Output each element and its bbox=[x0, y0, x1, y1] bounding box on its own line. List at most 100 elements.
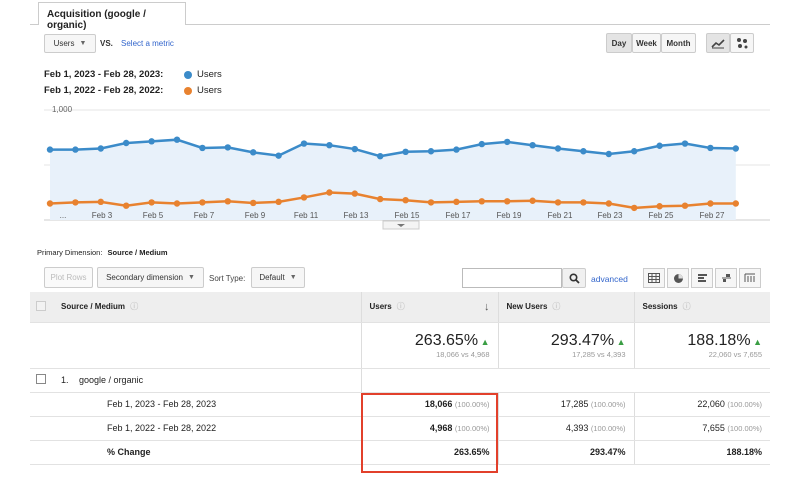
summary-pct: 188.18% bbox=[687, 331, 751, 349]
row-sessions: 22,060 (100.00%) bbox=[633, 392, 770, 417]
data-point bbox=[326, 142, 333, 149]
data-point bbox=[173, 136, 181, 143]
select-all-checkbox[interactable] bbox=[36, 300, 46, 311]
data-point bbox=[605, 150, 612, 158]
x-tick-label: Feb 27 bbox=[700, 211, 725, 220]
data-point bbox=[605, 200, 612, 207]
data-point bbox=[554, 145, 562, 152]
data-point bbox=[656, 142, 663, 149]
data-point bbox=[351, 190, 358, 197]
summary-sub: 22,060 vs 7,655 bbox=[708, 349, 762, 359]
secondary-dimension-dropdown[interactable]: Secondary dimension ▼ bbox=[97, 267, 204, 288]
line-chart-icon[interactable] bbox=[706, 33, 730, 53]
chevron-down-icon: ▼ bbox=[188, 274, 195, 281]
header-sessions[interactable]: Sessions ⓘ bbox=[633, 292, 770, 323]
group-row: 1. google / organic bbox=[30, 368, 770, 393]
metric-label: Users bbox=[53, 39, 75, 48]
header-users[interactable]: Users ⓘ ↓ bbox=[360, 292, 498, 323]
table-view-icon[interactable] bbox=[643, 268, 665, 288]
legend-item-2022: Feb 1, 2022 - Feb 28, 2022: Users bbox=[44, 83, 222, 99]
data-point bbox=[300, 194, 308, 201]
data-point bbox=[377, 153, 384, 160]
row-empty bbox=[30, 440, 53, 465]
data-point bbox=[224, 198, 231, 205]
series-line bbox=[49, 191, 736, 210]
data-point bbox=[377, 195, 384, 203]
x-tick-label: Feb 23 bbox=[598, 211, 623, 220]
chart-legend: Feb 1, 2023 - Feb 28, 2023: Users Feb 1,… bbox=[44, 67, 222, 99]
x-tick-label: Feb 13 bbox=[344, 211, 369, 220]
up-arrow-icon: ▲ bbox=[753, 336, 762, 347]
select-metric-link[interactable]: Select a metric bbox=[121, 39, 174, 48]
tab-acquisition[interactable]: Acquisition (google / organic) bbox=[38, 2, 186, 31]
plot-rows-button[interactable]: Plot Rows bbox=[44, 267, 93, 288]
data-point bbox=[681, 140, 689, 147]
series-area bbox=[50, 139, 736, 220]
advanced-link[interactable]: advanced bbox=[591, 274, 628, 284]
x-tick-label: Feb 19 bbox=[497, 211, 522, 220]
view-toggle-group bbox=[643, 268, 761, 288]
day-button[interactable]: Day bbox=[606, 33, 632, 53]
up-arrow-icon: ▲ bbox=[480, 336, 490, 347]
header-source-medium[interactable]: Source / Medium ⓘ bbox=[53, 292, 361, 323]
cell-pct: (100.00%) bbox=[590, 424, 626, 433]
summary-sessions: 188.18% ▲ 22,060 vs 7,655 bbox=[633, 322, 770, 369]
group-empty bbox=[634, 368, 770, 393]
row-index: 1. bbox=[61, 375, 69, 385]
data-point bbox=[326, 189, 333, 196]
metric-dropdown[interactable]: Users ▼ bbox=[44, 34, 96, 53]
legend-range: Feb 1, 2023 - Feb 28, 2023: bbox=[44, 69, 164, 80]
header-label: Source / Medium bbox=[61, 302, 126, 312]
data-point bbox=[631, 204, 638, 212]
summary-users: 263.65% ▲ 18,066 vs 4,968 bbox=[360, 322, 498, 369]
cell-pct: (100.00%) bbox=[727, 400, 762, 409]
data-point bbox=[250, 149, 257, 156]
change-new-users: 293.47% bbox=[497, 440, 634, 465]
row-new-users: 17,285 (100.00%) bbox=[497, 392, 634, 417]
data-point bbox=[46, 146, 54, 153]
motion-chart-icon[interactable] bbox=[730, 33, 754, 53]
cell-pct: (100.00%) bbox=[727, 424, 762, 433]
help-icon[interactable]: ⓘ bbox=[130, 302, 139, 312]
table-row: Feb 1, 2023 - Feb 28, 2023 18,066 (100.0… bbox=[30, 392, 770, 417]
help-icon[interactable]: ⓘ bbox=[396, 302, 405, 312]
row-checkbox[interactable] bbox=[36, 374, 46, 384]
data-point bbox=[72, 146, 79, 153]
pie-view-icon[interactable] bbox=[667, 268, 689, 288]
chevron-down-icon: ▼ bbox=[79, 40, 87, 47]
sort-arrow-down-icon[interactable]: ↓ bbox=[484, 300, 490, 313]
summary-pct: 293.47% bbox=[550, 331, 615, 349]
week-button[interactable]: Week bbox=[632, 33, 661, 53]
table-search-input[interactable] bbox=[462, 268, 562, 288]
data-point bbox=[504, 198, 511, 205]
help-icon[interactable]: ⓘ bbox=[552, 302, 561, 312]
change-sessions: 188.18% bbox=[633, 440, 770, 465]
table-row: Feb 1, 2022 - Feb 28, 2022 4,968 (100.00… bbox=[30, 416, 770, 441]
pivot-view-icon[interactable] bbox=[739, 268, 761, 288]
header-new-users[interactable]: New Users ⓘ bbox=[497, 292, 634, 323]
help-icon[interactable]: ⓘ bbox=[682, 302, 691, 312]
month-label: Month bbox=[666, 38, 691, 48]
group-empty bbox=[360, 368, 498, 393]
search-icon[interactable] bbox=[562, 268, 586, 288]
row-sessions: 7,655 (100.00%) bbox=[633, 416, 770, 441]
group-label[interactable]: google / organic bbox=[79, 375, 144, 385]
sort-type-dropdown[interactable]: Default ▼ bbox=[251, 267, 305, 288]
data-point bbox=[275, 198, 282, 206]
row-label: Feb 1, 2023 - Feb 28, 2023 bbox=[53, 392, 361, 417]
comparison-view-icon[interactable] bbox=[715, 268, 737, 288]
data-point bbox=[97, 198, 105, 206]
plot-rows-label: Plot Rows bbox=[50, 273, 87, 282]
data-point bbox=[402, 148, 409, 155]
chevron-down-icon: ▼ bbox=[289, 274, 297, 281]
month-button[interactable]: Month bbox=[661, 33, 696, 53]
legend-label: Users bbox=[197, 69, 222, 80]
header-label: New Users bbox=[506, 302, 548, 312]
x-tick-label: Feb 5 bbox=[143, 211, 164, 220]
sort-type-value: Default bbox=[259, 273, 285, 282]
group-checkbox-cell bbox=[30, 368, 53, 393]
data-point bbox=[173, 200, 181, 207]
performance-view-icon[interactable] bbox=[691, 268, 713, 288]
data-point bbox=[580, 148, 587, 155]
primary-dimension-value[interactable]: Source / Medium bbox=[107, 248, 168, 257]
